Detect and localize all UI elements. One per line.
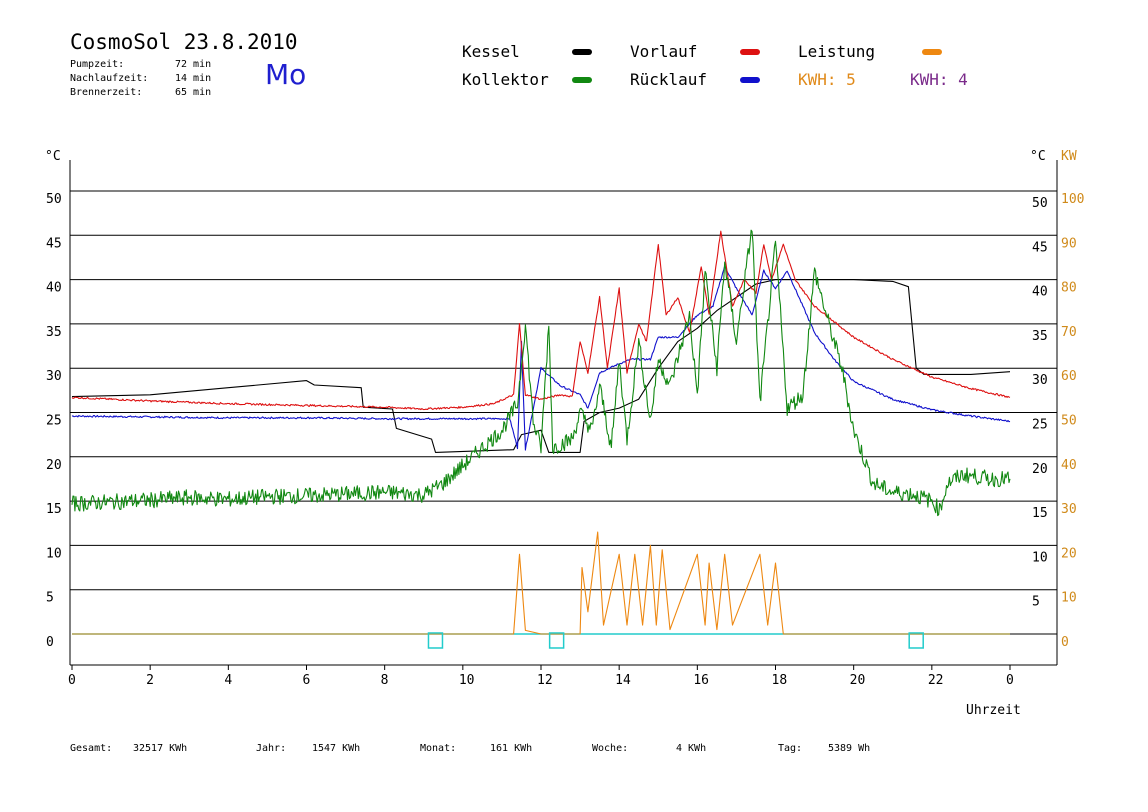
x-tick-label: 20 (850, 673, 866, 688)
y-axis-right-temp-unit: °C (1030, 149, 1046, 164)
y-tick-right-power: 70 (1061, 325, 1077, 340)
y-tick-left: 40 (46, 281, 62, 296)
y-tick-right-temp: 25 (1032, 418, 1048, 433)
series-line-kollektor (71, 229, 1011, 517)
y-tick-right-power: 100 (1061, 192, 1084, 207)
y-tick-right-power: 60 (1061, 369, 1077, 384)
y-tick-right-temp: 50 (1032, 196, 1048, 211)
pumpzeit-value: 72 min (175, 59, 212, 70)
y-tick-left: 15 (46, 502, 62, 517)
x-tick-label: 2 (146, 673, 154, 688)
cyan-marker (548, 632, 565, 649)
y-tick-left: 35 (46, 325, 62, 340)
y-tick-right-power: 0 (1061, 635, 1069, 650)
legend-kwh-total: KWH: 5 (798, 70, 856, 89)
footer-woche-label: Woche: (592, 743, 629, 754)
x-tick-label: 14 (615, 673, 631, 688)
y-tick-right-temp: 45 (1032, 240, 1048, 255)
series-line-ruecklauf (71, 265, 1011, 451)
legend-vorlauf-swatch (740, 49, 760, 55)
footer-tag-label: Tag: (778, 743, 803, 754)
x-tick-label: 4 (224, 673, 232, 688)
legend-leistung-swatch (922, 49, 942, 55)
footer-tag-value: 5389 Wh (828, 743, 871, 754)
legend-kollektor-swatch (572, 77, 592, 83)
legend-kessel-swatch (572, 49, 592, 55)
legend-kwh-second: KWH: 4 (910, 70, 968, 89)
x-tick-label: 12 (537, 673, 553, 688)
y-tick-left: 45 (46, 236, 62, 251)
x-tick-label: 18 (772, 673, 788, 688)
legend-kessel-label: Kessel (462, 42, 520, 61)
footer-woche-value: 4 KWh (676, 743, 707, 754)
weekday-label: Mo (265, 58, 307, 91)
footer-gesamt-value: 32517 KWh (133, 743, 188, 754)
x-tick-label: 22 (928, 673, 944, 688)
y-axis-right-power-unit: KW (1061, 149, 1077, 164)
y-tick-right-temp: 30 (1032, 373, 1048, 388)
pumpzeit-label: Pumpzeit: (70, 59, 125, 70)
x-tick-label: 0 (68, 673, 76, 688)
y-tick-right-power: 40 (1061, 458, 1077, 473)
y-tick-right-temp: 40 (1032, 285, 1048, 300)
footer-jahr-label: Jahr: (256, 743, 287, 754)
footer-monat-value: 161 KWh (490, 743, 533, 754)
legend-ruecklauf-label: Rücklauf (630, 70, 708, 89)
x-axis-label: Uhrzeit (966, 703, 1021, 718)
y-tick-right-temp: 5 (1032, 595, 1040, 610)
y-tick-right-power: 80 (1061, 281, 1077, 296)
chart-title: CosmoSol 23.8.2010 (70, 30, 298, 54)
y-tick-left: 30 (46, 369, 62, 384)
y-tick-right-power: 50 (1061, 414, 1077, 429)
y-tick-right-power: 10 (1061, 591, 1077, 606)
y-tick-left: 20 (46, 458, 62, 473)
x-tick-label: 16 (693, 673, 709, 688)
y-tick-left: 25 (46, 414, 62, 429)
y-tick-left: 0 (46, 635, 54, 650)
y-tick-left: 50 (46, 192, 62, 207)
footer-jahr-value: 1547 KWh (312, 743, 361, 754)
y-tick-left: 10 (46, 546, 62, 561)
x-tick-label: 6 (303, 673, 311, 688)
y-tick-right-power: 90 (1061, 236, 1077, 251)
cyan-marker (427, 632, 444, 649)
nachlaufzeit-value: 14 min (175, 73, 212, 84)
nachlaufzeit-label: Nachlaufzeit: (70, 73, 149, 84)
brennerzeit-value: 65 min (175, 87, 212, 98)
footer-monat-label: Monat: (420, 743, 457, 754)
y-tick-right-power: 30 (1061, 502, 1077, 517)
series-line-leistung (72, 531, 1010, 635)
y-axis-left-unit: °C (45, 149, 61, 164)
series-line-vorlauf (71, 230, 1011, 411)
legend-vorlauf-label: Vorlauf (630, 42, 698, 61)
legend-leistung-label: Leistung (798, 42, 876, 61)
legend-kollektor-label: Kollektor (462, 70, 549, 89)
y-tick-right-temp: 10 (1032, 550, 1048, 565)
x-tick-label: 10 (459, 673, 475, 688)
y-tick-right-temp: 15 (1032, 506, 1048, 521)
x-tick-label: 8 (381, 673, 389, 688)
series-line-kessel (71, 279, 1011, 453)
footer-gesamt-label: Gesamt: (70, 743, 113, 754)
legend-ruecklauf-swatch (740, 77, 760, 83)
y-tick-right-temp: 20 (1032, 462, 1048, 477)
y-tick-left: 5 (46, 591, 54, 606)
y-tick-right-temp: 35 (1032, 329, 1048, 344)
cyan-marker (908, 632, 924, 649)
x-tick-label: 0 (1006, 673, 1014, 688)
brennerzeit-label: Brennerzeit: (70, 87, 143, 98)
y-tick-right-power: 20 (1061, 546, 1077, 561)
